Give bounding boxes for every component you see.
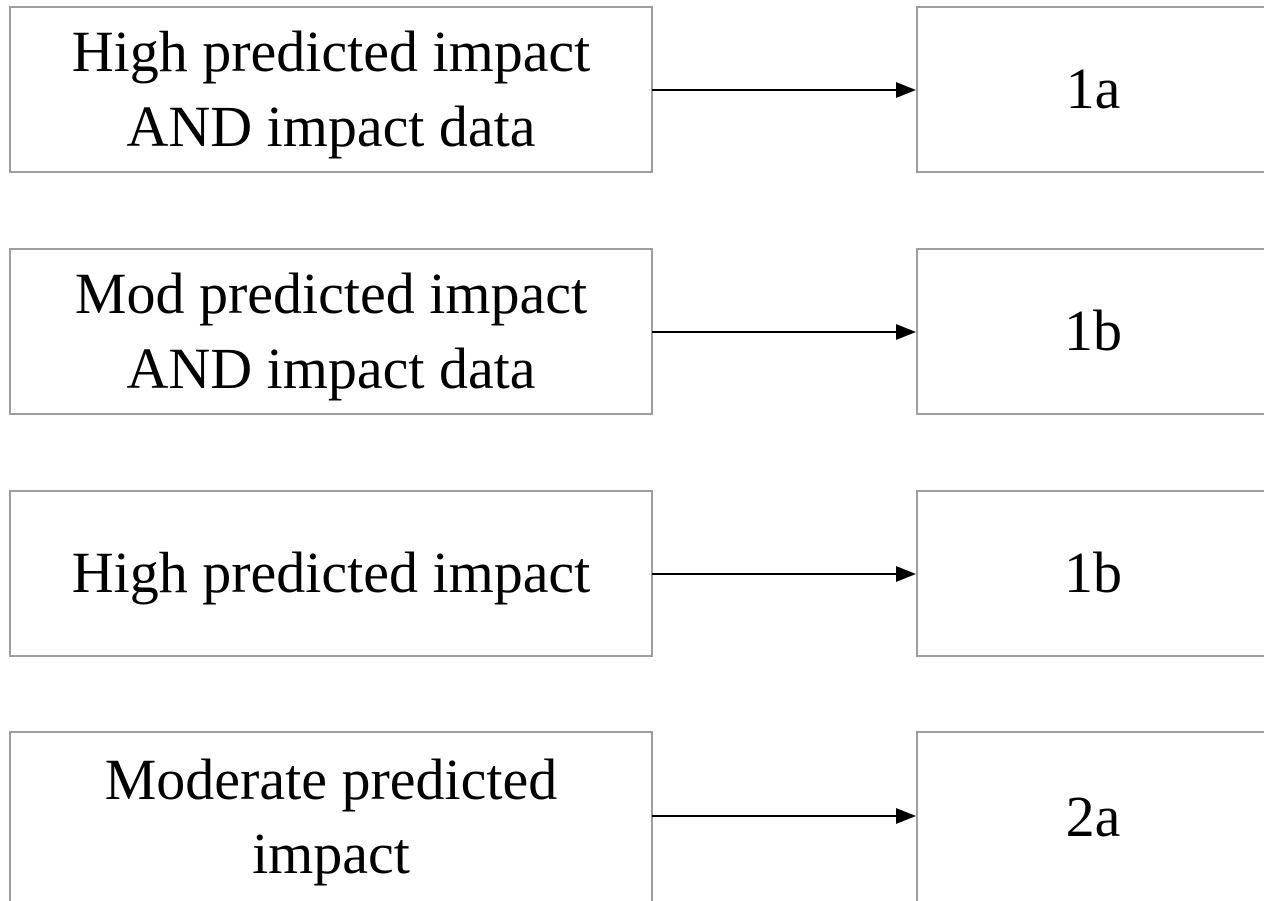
target-box-3: 1b xyxy=(916,490,1264,657)
target-box-4: 2a xyxy=(916,731,1264,901)
source-label-3: High predicted impact xyxy=(71,540,591,606)
target-box-1: 1a xyxy=(916,6,1264,173)
arrow-3 xyxy=(652,566,916,582)
source-label-4: Moderate predicted impact xyxy=(104,746,558,886)
source-box-1: High predicted impact AND impact data xyxy=(9,6,653,173)
arrow-2 xyxy=(652,324,916,340)
target-label-4: 2a xyxy=(1065,783,1121,849)
source-box-2: Mod predicted impact AND impact data xyxy=(9,248,653,415)
target-label-3: 1b xyxy=(1064,540,1122,606)
target-label-1: 1a xyxy=(1065,56,1121,122)
arrow-1 xyxy=(652,82,916,98)
source-box-4: Moderate predicted impact xyxy=(9,731,653,901)
arrow-4 xyxy=(652,808,916,824)
source-label-2: Mod predicted impact AND impact data xyxy=(74,261,588,401)
target-box-2: 1b xyxy=(916,248,1264,415)
target-label-2: 1b xyxy=(1064,298,1122,364)
source-box-3: High predicted impact xyxy=(9,490,653,657)
source-label-1: High predicted impact AND impact data xyxy=(71,19,591,159)
